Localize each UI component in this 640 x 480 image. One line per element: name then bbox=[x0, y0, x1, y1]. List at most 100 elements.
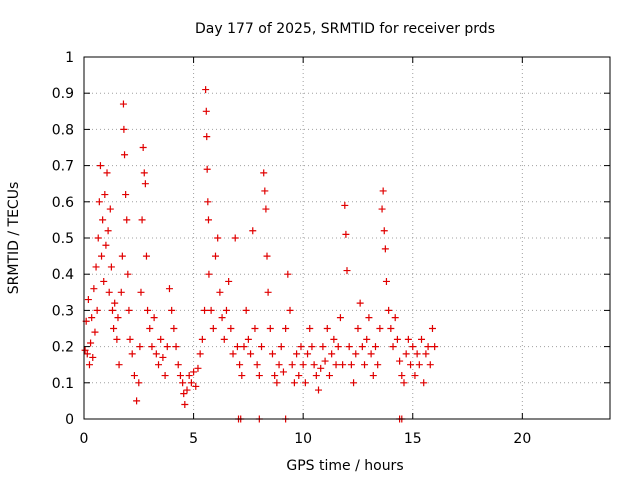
data-point bbox=[404, 335, 412, 343]
data-point bbox=[106, 205, 114, 213]
data-point bbox=[428, 325, 436, 332]
data-point bbox=[238, 372, 246, 380]
y-tick-labels: 0 0.1 0.2 0.3 0.4 0.5 0.6 0.7 0.8 0.9 1 bbox=[52, 50, 74, 428]
data-point bbox=[204, 216, 212, 224]
data-point bbox=[105, 288, 113, 296]
data-point bbox=[196, 350, 204, 358]
data-point bbox=[220, 335, 228, 343]
data-point bbox=[297, 343, 305, 351]
data-point bbox=[336, 314, 344, 322]
data-point bbox=[352, 350, 360, 358]
data-point bbox=[119, 100, 127, 108]
data-point bbox=[91, 328, 99, 336]
data-point bbox=[315, 386, 323, 394]
data-point bbox=[345, 343, 353, 351]
data-point bbox=[108, 306, 116, 314]
data-point bbox=[380, 227, 388, 235]
data-point bbox=[201, 306, 209, 314]
data-point bbox=[332, 361, 340, 369]
data-point bbox=[202, 86, 210, 94]
data-point bbox=[96, 162, 104, 170]
data-point bbox=[83, 350, 91, 358]
data-point bbox=[231, 234, 239, 242]
data-point bbox=[424, 343, 432, 351]
data-point bbox=[288, 361, 296, 369]
data-point bbox=[251, 325, 259, 332]
data-point bbox=[277, 343, 285, 351]
data-point bbox=[379, 187, 387, 195]
data-point bbox=[216, 288, 224, 296]
data-point bbox=[343, 267, 351, 275]
y-tick-label: 0.6 bbox=[52, 195, 74, 211]
data-point bbox=[144, 306, 152, 314]
data-point bbox=[334, 343, 342, 351]
data-points bbox=[81, 86, 439, 423]
data-point bbox=[138, 216, 146, 224]
data-point bbox=[92, 263, 100, 271]
data-point bbox=[413, 350, 421, 358]
data-point bbox=[374, 361, 382, 369]
data-point bbox=[163, 343, 171, 351]
data-point bbox=[152, 350, 160, 358]
data-point bbox=[203, 133, 211, 141]
data-point bbox=[391, 314, 399, 322]
data-point bbox=[204, 198, 212, 206]
data-point bbox=[319, 343, 327, 351]
data-point bbox=[126, 335, 134, 343]
data-point bbox=[371, 343, 379, 351]
data-point bbox=[81, 346, 89, 354]
data-point bbox=[282, 325, 290, 332]
data-point bbox=[123, 216, 131, 224]
data-point bbox=[402, 350, 410, 358]
data-point bbox=[120, 125, 128, 133]
data-point bbox=[266, 325, 274, 332]
data-point bbox=[115, 361, 123, 369]
data-point bbox=[141, 180, 149, 188]
data-point bbox=[124, 270, 132, 278]
data-point bbox=[85, 361, 93, 369]
y-tick-label: 0 bbox=[65, 412, 74, 428]
data-point bbox=[161, 372, 169, 380]
data-point bbox=[356, 299, 364, 307]
data-point bbox=[330, 335, 338, 343]
y-tick-label: 0.3 bbox=[52, 303, 74, 319]
data-point bbox=[139, 144, 147, 151]
data-point bbox=[135, 379, 143, 387]
x-tick-labels: 0 5 10 15 20 bbox=[80, 431, 532, 447]
data-point bbox=[323, 325, 331, 332]
data-point bbox=[242, 306, 250, 314]
data-point bbox=[212, 252, 219, 260]
data-point bbox=[275, 361, 283, 369]
y-tick-label: 1 bbox=[65, 50, 74, 66]
data-point bbox=[347, 361, 355, 369]
data-point bbox=[398, 372, 406, 380]
data-point bbox=[378, 205, 386, 213]
data-point bbox=[114, 314, 122, 322]
data-point bbox=[409, 343, 417, 351]
data-point bbox=[341, 201, 349, 209]
data-point bbox=[400, 379, 408, 387]
data-point bbox=[301, 379, 309, 387]
data-point bbox=[233, 343, 241, 351]
data-point bbox=[361, 361, 369, 369]
data-point bbox=[328, 350, 336, 358]
data-point bbox=[137, 288, 145, 296]
data-point bbox=[350, 379, 358, 387]
data-point bbox=[418, 335, 426, 343]
data-point bbox=[253, 361, 261, 369]
x-tick-label: 0 bbox=[80, 431, 89, 447]
y-tick-label: 0.8 bbox=[52, 122, 74, 138]
data-point bbox=[367, 350, 375, 358]
data-point bbox=[194, 364, 202, 372]
data-point bbox=[426, 361, 434, 369]
data-point bbox=[84, 296, 92, 304]
data-point bbox=[342, 230, 350, 238]
data-point bbox=[180, 390, 188, 398]
y-tick-label: 0.5 bbox=[52, 231, 74, 247]
data-point bbox=[103, 169, 111, 177]
x-axis-label: GPS time / hours bbox=[286, 458, 403, 474]
data-point bbox=[192, 382, 200, 390]
axis-ticks bbox=[83, 56, 610, 420]
data-point bbox=[150, 314, 158, 322]
